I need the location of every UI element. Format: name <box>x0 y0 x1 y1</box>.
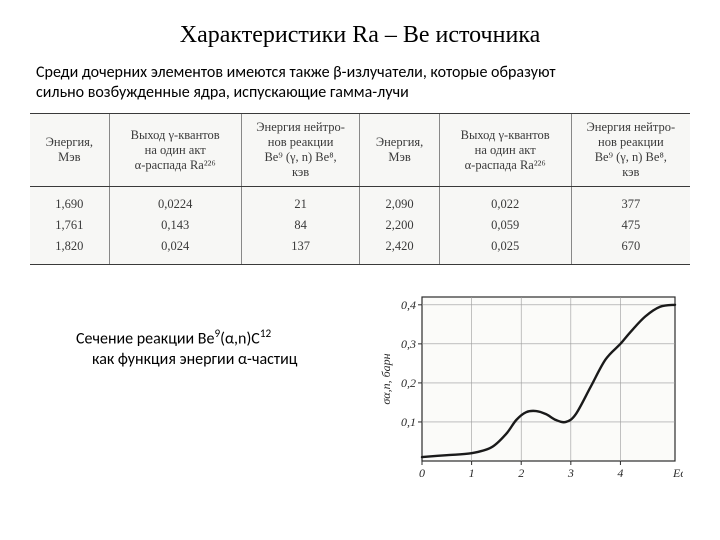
svg-text:Eα, Мэв: Eα, Мэв <box>672 466 683 480</box>
svg-text:0,1: 0,1 <box>401 415 416 429</box>
col-header: Энергия нейтро-нов реакцииBe⁹ (γ, n) Be⁸… <box>571 114 690 187</box>
table-container: Энергия,Мэв Выход γ-квантовна один актα-… <box>30 113 690 265</box>
col-header: Энергия нейтро-нов реакцииBe⁹ (γ, n) Be⁸… <box>241 114 360 187</box>
svg-text:0,3: 0,3 <box>401 337 416 351</box>
table-header-row: Энергия,Мэв Выход γ-квантовна один актα-… <box>30 114 690 187</box>
slide: Характеристики Ra – Be источника Среди д… <box>0 0 720 540</box>
svg-text:4: 4 <box>617 466 623 480</box>
svg-text:1: 1 <box>468 466 474 480</box>
svg-text:0,4: 0,4 <box>401 298 416 312</box>
chart-wrap: 0 1 2 3 4 0,1 0,2 0,3 0,4 Eα, Мэв σα,n, барн <box>376 289 684 483</box>
caption-line1-prefix: Сечение реакции <box>76 329 198 348</box>
intro-text: Среди дочерних элементов имеются также β… <box>36 63 684 103</box>
table-row: 1,690 0,0224 21 2,090 0,022 377 <box>30 187 690 216</box>
col-header: Энергия,Мэв <box>30 114 109 187</box>
svg-text:0: 0 <box>419 466 425 480</box>
page-title: Характеристики Ra – Be источника <box>36 22 684 49</box>
col-header: Выход γ-квантовна один актα-распада Ra²²… <box>439 114 571 187</box>
caption-line2: как функция энергии α-частиц <box>76 350 376 371</box>
col-header: Энергия,Мэв <box>360 114 439 187</box>
data-table: Энергия,Мэв Выход γ-квантовна один актα-… <box>30 113 690 265</box>
table-row: 1,761 0,143 84 2,200 0,059 475 <box>30 215 690 236</box>
bottom-row: Сечение реакции Be9(α,n)C12 как функция … <box>36 289 684 483</box>
intro-line2: сильно возбужденные ядра, испускающие га… <box>36 83 409 102</box>
cross-section-chart: 0 1 2 3 4 0,1 0,2 0,3 0,4 Eα, Мэв σα,n, барн <box>378 289 683 483</box>
table-row: 1,820 0,024 137 2,420 0,025 670 <box>30 236 690 265</box>
svg-text:3: 3 <box>566 466 573 480</box>
svg-text:σα,n, барн: σα,n, барн <box>379 353 393 404</box>
figure-caption: Сечение реакции Be9(α,n)C12 как функция … <box>36 289 376 371</box>
svg-text:2: 2 <box>518 466 524 480</box>
col-header: Выход γ-квантовна один актα-распада Ra²²… <box>109 114 241 187</box>
svg-text:0,2: 0,2 <box>401 376 416 390</box>
intro-line1: Среди дочерних элементов имеются также β… <box>36 63 556 82</box>
